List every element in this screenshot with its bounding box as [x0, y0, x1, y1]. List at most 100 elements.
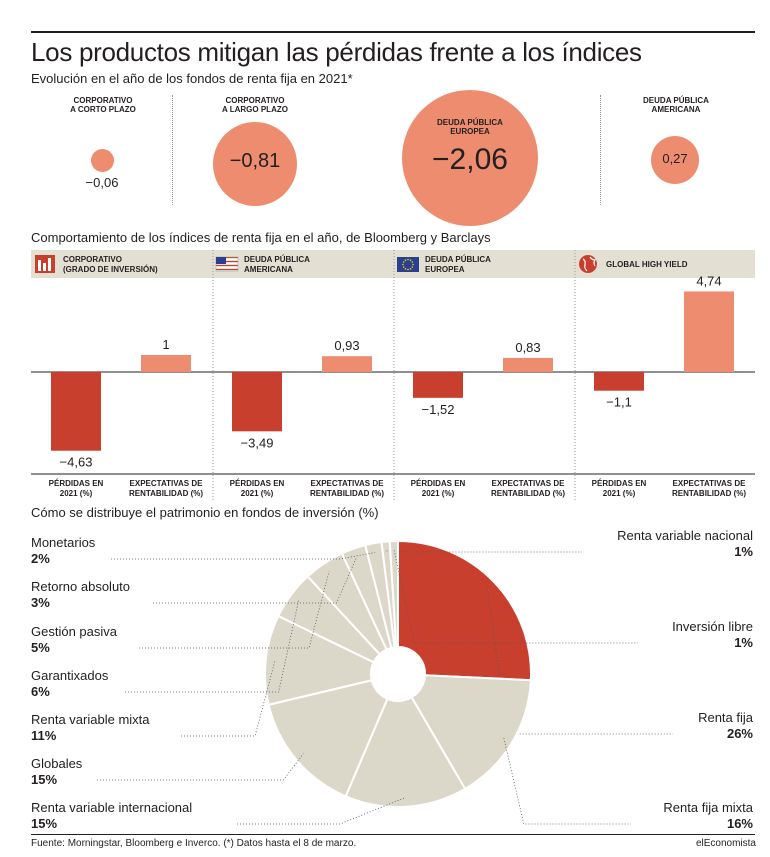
pie-value: 11%	[31, 728, 57, 743]
pie-leader-line	[487, 588, 673, 735]
pie-slice	[388, 539, 399, 649]
bar-tick-label: PÉRDIDAS EN	[49, 479, 104, 488]
bar-value-label: 1	[162, 337, 169, 352]
bar	[503, 357, 553, 372]
bar	[141, 355, 191, 372]
bubble-label-europea: DEUDA PÚBLICA EUROPEA	[437, 118, 503, 136]
bar-value-label: 0,83	[515, 340, 540, 355]
page-title: Los productos mitigan las pérdidas frent…	[31, 37, 642, 67]
pie-leader-line	[503, 737, 631, 825]
pie-leader-line	[237, 797, 406, 825]
pie-leader-line	[181, 660, 276, 737]
flag-stripe	[216, 261, 238, 262]
flag-star	[404, 259, 407, 261]
pie-label: Renta variable nacional	[617, 528, 753, 543]
us-flag-icon	[215, 256, 239, 272]
bubble-value-americana: 0,27	[662, 151, 688, 166]
icon-bar	[38, 260, 41, 271]
bubble-label-corto: CORPORATIVO A CORTO PLAZO	[70, 96, 136, 114]
bar-value-label: −1,1	[606, 395, 632, 410]
pie-label: Retorno absoluto	[31, 579, 130, 594]
bubble-divider	[600, 95, 601, 205]
bar	[684, 291, 734, 372]
bar-tick-label: EXPECTATIVAS DE	[130, 479, 204, 488]
flag-star	[411, 266, 414, 268]
flag-star	[411, 261, 414, 263]
pie-value: 5%	[31, 640, 50, 655]
flag-bg	[397, 257, 419, 272]
bubble-divider	[172, 95, 173, 205]
bar	[51, 372, 101, 451]
bubble-largo	[213, 122, 297, 206]
flag-stripe	[216, 263, 238, 264]
bar-section-title: Comportamiento de los índices de renta f…	[31, 230, 491, 245]
pie-label: Gestión pasiva	[31, 624, 118, 639]
pie-label: Renta variable mixta	[31, 712, 150, 727]
bar-tick-label: 2021 (%)	[60, 489, 93, 498]
globe-land	[582, 256, 597, 272]
pie-leader-line	[393, 550, 638, 644]
flag-star	[404, 268, 407, 270]
bar-tick-label: RENTABILIDAD (%)	[129, 489, 203, 498]
flag-star	[407, 268, 409, 271]
pie-value: 3%	[31, 595, 50, 610]
bar-tick-label: EXPECTATIVAS DE	[311, 479, 385, 488]
flag-canton	[216, 257, 226, 264]
footer-source: Fuente: Morningstar, Bloomberg e Inverco…	[31, 838, 357, 849]
bar-value-label: −3,49	[241, 435, 274, 450]
bar-header-band	[31, 250, 755, 278]
bubble-europea	[402, 90, 538, 226]
pie-label: Inversión libre	[672, 619, 753, 634]
bar	[232, 372, 282, 432]
page-subtitle: Evolución en el año de los fondos de ren…	[31, 71, 353, 86]
pie-value: 2%	[31, 551, 50, 566]
flag-star	[412, 263, 414, 266]
bar-panel-title: GLOBAL HIGH YIELD	[606, 260, 688, 269]
pie-value: 15%	[31, 772, 57, 787]
pie-slice	[397, 539, 532, 682]
bar-tick-label: PÉRDIDAS EN	[411, 479, 466, 488]
bar-value-label: −4,63	[60, 455, 93, 470]
pie-leader-line	[139, 571, 330, 649]
bar-tick-label: PÉRDIDAS EN	[592, 479, 647, 488]
bar-panel-title: DEUDA PÚBLICA	[425, 255, 491, 264]
bubble-americana	[651, 136, 699, 184]
bubble-value-largo: −0,81	[229, 150, 281, 172]
bar-value-label: 4,74	[696, 273, 721, 288]
flag-star	[402, 266, 405, 268]
bar-tick-label: RENTABILIDAD (%)	[491, 489, 565, 498]
pie-section-title: Cómo se distribuye el patrimonio en fond…	[31, 505, 379, 520]
bar-tick-label: EXPECTATIVAS DE	[492, 479, 566, 488]
footer-rule	[31, 834, 755, 835]
pie-leader-line	[125, 600, 300, 693]
bar-tick-label: 2021 (%)	[241, 489, 274, 498]
flag-stripe	[216, 259, 238, 260]
flag-star	[402, 261, 405, 263]
flag-star	[407, 258, 409, 261]
bar-panel-title: AMERICANA	[244, 265, 293, 274]
pie-leader-line	[153, 557, 357, 604]
bubble-value-corto: −0,06	[85, 175, 119, 190]
bar-tick-label: 2021 (%)	[603, 489, 636, 498]
bubble-value-europea: −2,06	[432, 143, 508, 176]
pie-leader-line	[97, 753, 304, 781]
flag-stripe	[216, 269, 238, 270]
bar	[594, 372, 644, 391]
bar-tick-label: EXPECTATIVAS DE	[673, 479, 747, 488]
bar	[322, 356, 372, 372]
flag-stripe	[216, 265, 238, 266]
flag-star	[409, 268, 412, 270]
bar-value-label: 0,93	[334, 338, 359, 353]
bar-tick-label: PÉRDIDAS EN	[230, 479, 285, 488]
pie-label: Renta variable internacional	[31, 800, 192, 815]
bar-panel-title: CORPORATIVO	[63, 255, 122, 264]
pie-label: Renta fija	[698, 710, 754, 725]
icon-bar	[43, 263, 46, 271]
bar-panel-title: EUROPEA	[425, 265, 465, 274]
footer-brand: elEconomista	[695, 838, 756, 849]
pie-slice	[344, 695, 467, 808]
flag-star	[409, 259, 412, 261]
pie-label: Renta fija mixta	[663, 800, 753, 815]
flag-star	[402, 263, 404, 266]
